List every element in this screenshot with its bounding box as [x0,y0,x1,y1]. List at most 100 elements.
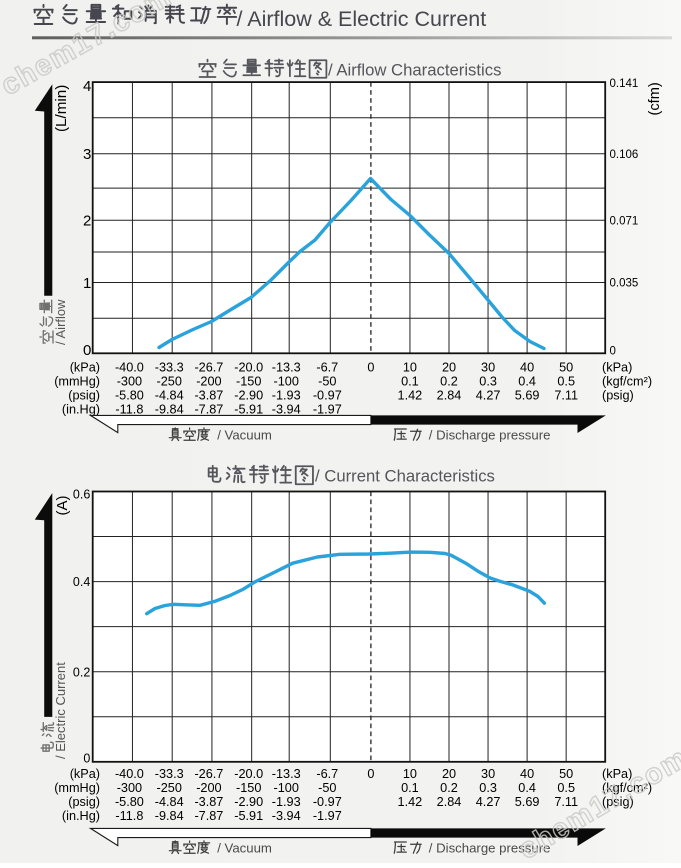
svg-text:-1.97: -1.97 [313,402,342,416]
svg-text:1.42: 1.42 [398,388,423,402]
svg-text:(in.Hg): (in.Hg) [62,402,100,416]
svg-text:-26.7: -26.7 [194,360,223,374]
svg-text:(mmHg): (mmHg) [54,374,100,388]
svg-text:-33.3: -33.3 [155,360,184,374]
svg-text:0.2: 0.2 [440,781,458,795]
svg-text:0.5: 0.5 [557,781,575,795]
svg-text:20: 20 [442,360,456,374]
svg-text:-7.87: -7.87 [194,809,223,823]
svg-text:/ Airflow: / Airflow [53,299,68,345]
svg-text:-0.97: -0.97 [313,795,342,809]
svg-text:-150: -150 [236,781,261,795]
svg-text:40: 40 [520,767,534,781]
svg-text:-50: -50 [318,781,336,795]
svg-text:-2.90: -2.90 [234,795,263,809]
svg-text:-0.97: -0.97 [313,388,342,402]
svg-text:0.4: 0.4 [518,781,536,795]
svg-text:30: 30 [481,767,495,781]
svg-text:1: 1 [83,275,91,292]
svg-text:-200: -200 [196,374,221,388]
svg-text:0.106: 0.106 [610,149,639,161]
svg-text:(kPa): (kPa) [602,360,632,374]
svg-text:50: 50 [559,360,573,374]
svg-text:(kgf/cm²): (kgf/cm²) [602,781,652,795]
svg-text:-26.7: -26.7 [194,767,223,781]
svg-text:/ Current Characteristics: / Current Characteristics [315,467,495,486]
svg-text:-100: -100 [273,781,298,795]
svg-text:4.27: 4.27 [476,795,501,809]
svg-text:(A): (A) [54,496,71,516]
svg-text:-40.0: -40.0 [115,360,144,374]
svg-text:-4.84: -4.84 [155,795,184,809]
svg-text:-6.7: -6.7 [316,767,338,781]
svg-text:-5.80: -5.80 [115,795,144,809]
svg-text:/ Vacuum: / Vacuum [217,428,272,443]
svg-text:-5.91: -5.91 [234,402,263,416]
svg-text:(kgf/cm²): (kgf/cm²) [602,374,652,388]
svg-text:-5.91: -5.91 [234,809,263,823]
svg-text:4.27: 4.27 [476,388,501,402]
svg-text:-9.84: -9.84 [155,402,184,416]
svg-text:(cfm): (cfm) [647,82,663,115]
svg-text:5.69: 5.69 [515,795,540,809]
svg-text:2: 2 [83,213,91,230]
svg-text:-200: -200 [196,781,221,795]
svg-text:10: 10 [403,767,417,781]
svg-text:-2.90: -2.90 [234,388,263,402]
svg-text:-13.3: -13.3 [272,767,301,781]
svg-text:(mmHg): (mmHg) [54,781,100,795]
svg-text:-4.84: -4.84 [155,388,184,402]
svg-text:(L/min): (L/min) [53,85,70,132]
svg-text:-1.97: -1.97 [313,809,342,823]
svg-text:-11.8: -11.8 [115,402,143,416]
svg-text:-3.87: -3.87 [194,795,223,809]
svg-text:5.69: 5.69 [515,388,540,402]
svg-text:(psig): (psig) [68,388,100,402]
svg-text:0.2: 0.2 [440,374,458,388]
svg-text:3: 3 [83,146,91,163]
svg-text:-7.87: -7.87 [194,402,223,416]
svg-text:/ Airflow & Electric Current: / Airflow & Electric Current [237,7,487,31]
svg-text:4: 4 [83,78,91,95]
svg-text:0.4: 0.4 [73,575,90,589]
svg-text:-20.0: -20.0 [234,767,263,781]
svg-text:-300: -300 [117,781,142,795]
svg-text:2.84: 2.84 [437,388,462,402]
svg-text:0: 0 [610,345,616,357]
svg-text:7.11: 7.11 [554,388,578,402]
svg-text:7.11: 7.11 [554,795,578,809]
svg-text:0.1: 0.1 [401,374,419,388]
svg-text:0: 0 [83,752,90,766]
svg-text:-300: -300 [117,374,142,388]
svg-text:(kPa): (kPa) [602,767,632,781]
svg-text:0.4: 0.4 [518,374,536,388]
svg-text:0.2: 0.2 [73,665,90,679]
svg-text:0.035: 0.035 [610,278,639,290]
svg-text:0: 0 [83,342,91,359]
svg-text:-9.84: -9.84 [155,809,184,823]
svg-text:0.6: 0.6 [73,487,90,501]
svg-text:0.5: 0.5 [557,374,575,388]
svg-text:-33.3: -33.3 [155,767,184,781]
svg-text:(psig): (psig) [602,388,634,402]
svg-text:/ Discharge pressure: / Discharge pressure [429,428,551,443]
svg-text:-150: -150 [236,374,261,388]
svg-text:0.141: 0.141 [610,78,639,90]
svg-text:-100: -100 [273,374,298,388]
svg-text:-40.0: -40.0 [115,767,144,781]
svg-text:30: 30 [481,360,495,374]
svg-text:(psig): (psig) [68,795,100,809]
svg-text:-250: -250 [156,374,181,388]
svg-text:0: 0 [367,360,374,374]
svg-text:20: 20 [442,767,456,781]
svg-text:10: 10 [403,360,417,374]
svg-text:2.84: 2.84 [437,795,462,809]
svg-text:-3.94: -3.94 [272,809,301,823]
svg-text:-50: -50 [318,374,336,388]
svg-text:0: 0 [367,767,374,781]
svg-text:-250: -250 [156,781,181,795]
svg-text:-13.3: -13.3 [272,360,301,374]
svg-text:(kPa): (kPa) [70,767,100,781]
svg-text:(in.Hg): (in.Hg) [62,809,100,823]
svg-text:-20.0: -20.0 [234,360,263,374]
